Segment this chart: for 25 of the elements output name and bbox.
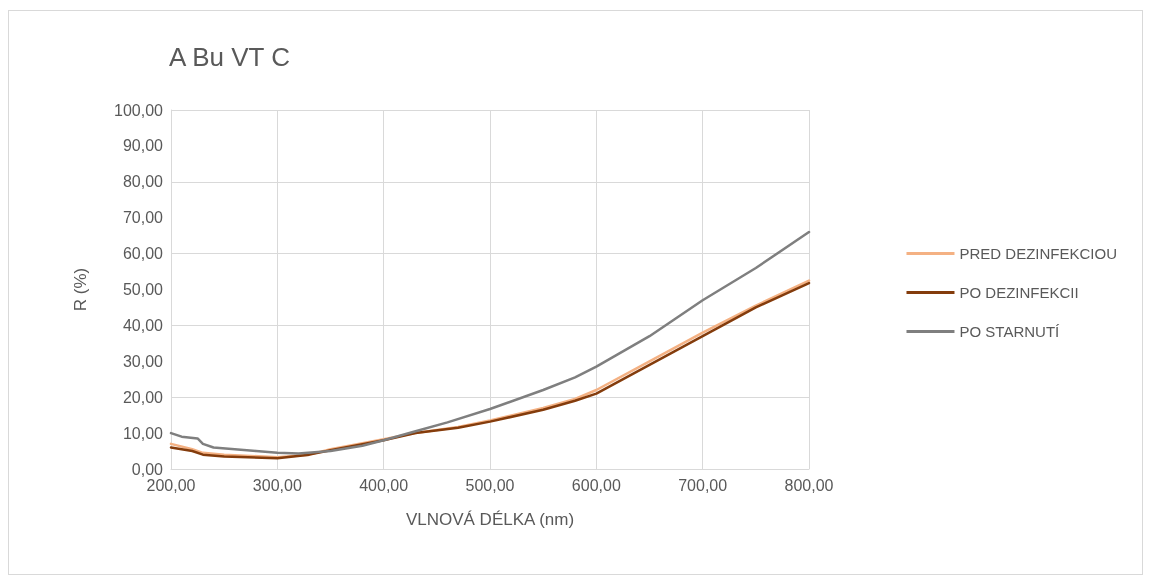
y-tick-label: 60,00 bbox=[122, 245, 164, 263]
y-tick-label: 90,00 bbox=[122, 137, 164, 155]
line-series bbox=[169, 230, 811, 455]
x-tick-label: 400,00 bbox=[359, 476, 409, 494]
y-tick-label: 40,00 bbox=[122, 316, 164, 334]
x-tick-label: 300,00 bbox=[252, 476, 302, 494]
legend-label: PO STARNUTÍ bbox=[959, 323, 1061, 340]
chart-title: A Bu VT C bbox=[169, 42, 290, 72]
y-tick-label: 50,00 bbox=[122, 281, 164, 298]
x-tick-label: 200,00 bbox=[146, 476, 196, 494]
y-tick-label: 0,00 bbox=[131, 460, 164, 478]
x-tick-label: 600,00 bbox=[571, 476, 621, 494]
x-tick-label: 700,00 bbox=[678, 476, 728, 494]
legend-label: PRED DEZINFEKCIOU bbox=[959, 245, 1117, 262]
legend-label: PO DEZINFEKCII bbox=[959, 284, 1079, 301]
x-tick-label: 800,00 bbox=[784, 476, 834, 494]
y-tick-label: 70,00 bbox=[122, 209, 164, 227]
y-tick-label: 80,00 bbox=[122, 173, 164, 191]
x-axis-title: VLNOVÁ DÉLKA (nm) bbox=[405, 510, 575, 529]
y-tick-label: 30,00 bbox=[122, 352, 164, 370]
y-tick-label: 100,00 bbox=[114, 101, 164, 119]
y-tick-label: 10,00 bbox=[122, 424, 164, 442]
x-tick-label: 500,00 bbox=[465, 476, 515, 494]
y-tick-label: 20,00 bbox=[122, 388, 164, 406]
y-axis-title: R (%) bbox=[71, 267, 90, 312]
